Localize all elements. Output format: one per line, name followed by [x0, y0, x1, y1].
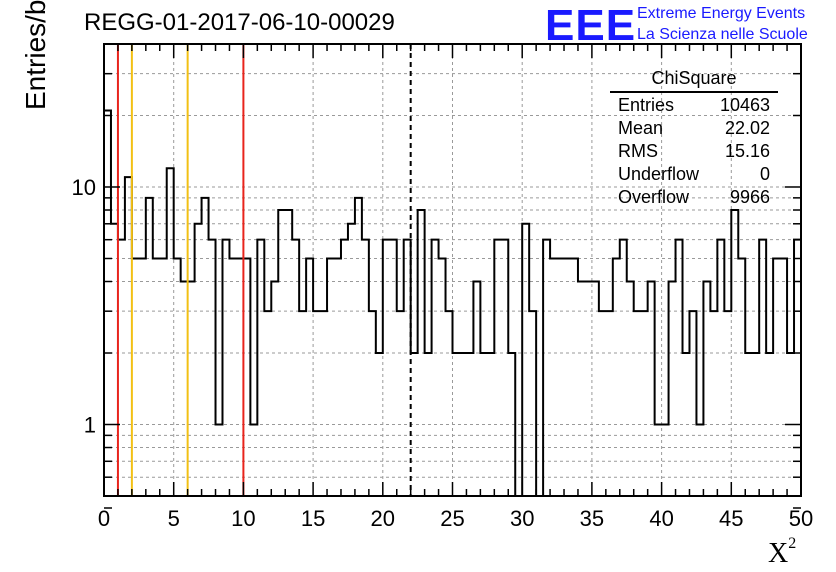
stats-value: 15.16 [724, 141, 770, 161]
x-tick-label: 35 [580, 506, 604, 531]
stats-value: 10463 [719, 95, 770, 115]
y-tick-label: 1 [84, 413, 96, 438]
y-axis-label: Entries/bin [20, 0, 51, 110]
stats-value: 0 [759, 164, 770, 184]
x-tick-label: 0 [98, 506, 110, 531]
stats-label: RMS [618, 141, 658, 161]
logo-caption: Extreme Energy Events La Scienza nelle S… [637, 3, 808, 45]
stats-row-overflow: Overflow 9966 [610, 186, 778, 209]
chart-title: REGG-01-2017-06-10-00029 [84, 9, 395, 36]
y-tick-label: 10 [72, 175, 96, 200]
stats-label: Entries [618, 95, 675, 115]
x-tick-label: 30 [510, 506, 534, 531]
x-axis-label-sup: 2 [788, 534, 797, 552]
stats-label: Overflow [618, 187, 690, 207]
x-axis-label: X2 [768, 534, 797, 570]
logo-line-1: Extreme Energy Events [637, 5, 806, 22]
stats-label: Underflow [618, 164, 700, 184]
stats-box: ChiSquare Entries 10463 Mean 22.02 RMS 15.1… [610, 68, 778, 209]
x-tick-label: 5 [168, 506, 180, 531]
x-tick-label: 25 [440, 506, 464, 531]
stats-label: Mean [618, 118, 664, 138]
x-tick-label: 50 [789, 506, 813, 531]
stats-row-entries: Entries 10463 [610, 94, 778, 117]
logo-line-2: La Scienza nelle Scuole [637, 26, 808, 43]
x-tick-label: 45 [719, 506, 743, 531]
x-tick-label: 15 [301, 506, 325, 531]
x-tick-label: 10 [231, 506, 255, 531]
x-tick-label: 40 [649, 506, 673, 531]
eee-logo: EEE [545, 1, 637, 50]
stats-row-rms: RMS 15.16 [610, 140, 778, 163]
stats-row-underflow: Underflow 0 [610, 163, 778, 186]
stats-row-mean: Mean 22.02 [610, 117, 778, 140]
stats-title: ChiSquare [610, 68, 778, 93]
x-tick-label: 20 [371, 506, 395, 531]
stats-value: 9966 [729, 187, 770, 207]
x-axis-label-base: X [768, 538, 789, 569]
histogram-series [104, 109, 801, 496]
stats-value: 22.02 [724, 118, 770, 138]
